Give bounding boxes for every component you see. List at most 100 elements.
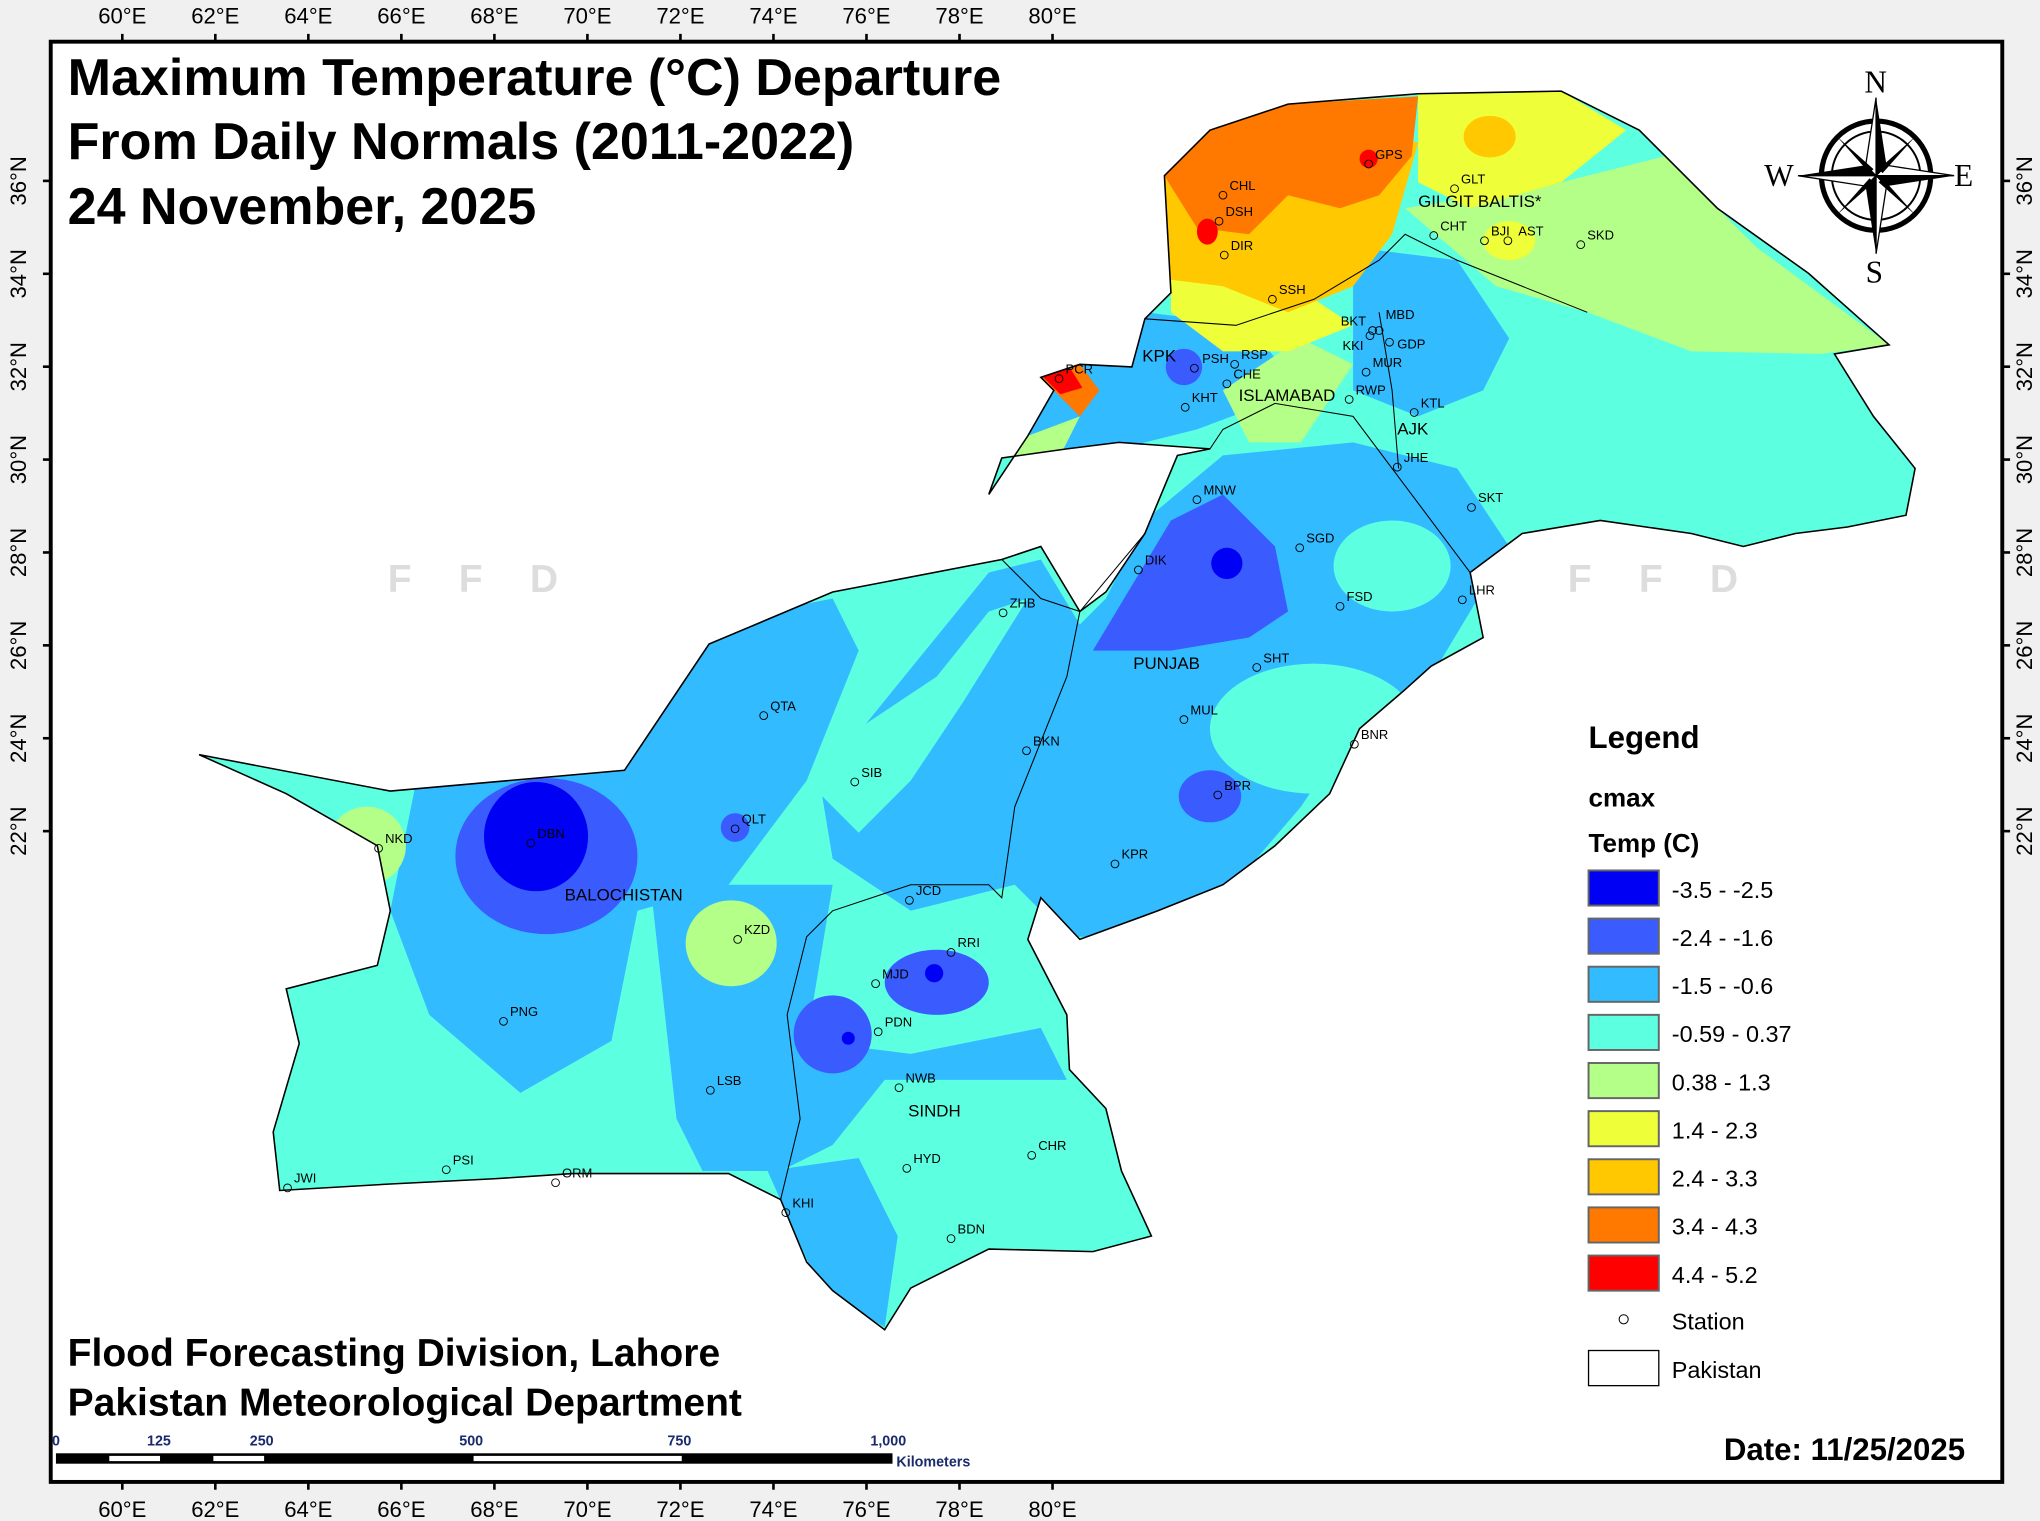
zone-medium-blue bbox=[720, 813, 750, 842]
station-label: RSP bbox=[1241, 347, 1268, 362]
compass-south: S bbox=[1866, 254, 1883, 289]
station-marker-icon bbox=[1350, 739, 1359, 749]
station-marker-icon bbox=[1576, 240, 1586, 250]
station-label: RRI bbox=[958, 935, 980, 950]
station-label: PNG bbox=[510, 1004, 538, 1019]
station-label: NKD bbox=[385, 831, 412, 846]
station-marker-icon bbox=[894, 1083, 904, 1093]
latitude-tick-label: 28°N bbox=[2012, 528, 2037, 577]
latitude-tick-label: 32°N bbox=[2012, 342, 2037, 391]
station-marker-icon bbox=[871, 979, 880, 988]
station-label: PDN bbox=[885, 1015, 912, 1030]
zone-light-blue bbox=[1353, 247, 1510, 417]
station-marker-icon bbox=[905, 896, 914, 905]
province-label: PUNJAB bbox=[1133, 654, 1200, 673]
station-label: LSB bbox=[717, 1073, 742, 1088]
latitude-tick-label: 24°N bbox=[6, 714, 31, 763]
longitude-tick-label: 78°E bbox=[935, 1497, 983, 1521]
station-label: PSH bbox=[1202, 351, 1229, 366]
station-symbol-icon bbox=[1618, 1314, 1629, 1325]
station-label: QTA bbox=[770, 698, 796, 713]
station-marker-icon bbox=[1027, 1151, 1037, 1160]
zone-red bbox=[1196, 218, 1218, 245]
longitude-tick-label: 64°E bbox=[284, 1497, 332, 1521]
station-label: BKT bbox=[1341, 313, 1366, 328]
province-label: SINDH bbox=[908, 1101, 961, 1120]
legend-class-label: 0.38 - 1.3 bbox=[1672, 1069, 1771, 1095]
zone-light-green bbox=[685, 900, 777, 987]
map-title-line-1: Maximum Temperature (°C) Departure bbox=[68, 49, 1002, 107]
watermark: F F D bbox=[388, 558, 577, 601]
station-marker-icon bbox=[1219, 250, 1229, 260]
station-label: GPS bbox=[1375, 147, 1403, 162]
longitude-tick-label: 62°E bbox=[191, 3, 239, 28]
station-label: MJD bbox=[882, 966, 909, 981]
station-label: KTL bbox=[1421, 395, 1445, 410]
legend-class-label: -1.5 - -0.6 bbox=[1672, 973, 1773, 999]
station-label: ORM bbox=[562, 1165, 592, 1180]
station-marker-icon bbox=[499, 1016, 508, 1026]
legend-class-label: -3.5 - -2.5 bbox=[1672, 877, 1773, 903]
station-label: AST bbox=[1518, 224, 1543, 239]
legend-swatch bbox=[1587, 1110, 1660, 1148]
station-marker-icon bbox=[1192, 495, 1202, 505]
station-marker-icon bbox=[1268, 294, 1277, 304]
latitude-tick-label: 34°N bbox=[6, 249, 31, 298]
station-marker-icon bbox=[946, 1234, 956, 1243]
station-label: BJI bbox=[1491, 224, 1510, 239]
station-label: GLT bbox=[1461, 171, 1485, 186]
zone-deep-blue bbox=[841, 1031, 855, 1045]
station-marker-icon bbox=[1230, 359, 1240, 369]
station-label: SSH bbox=[1279, 282, 1306, 297]
longitude-tick-label: 74°E bbox=[749, 1497, 797, 1521]
scale-unit: Kilometers bbox=[896, 1454, 970, 1470]
station-marker-icon bbox=[850, 777, 860, 787]
zone-medium-blue bbox=[884, 949, 989, 1015]
station-marker-icon bbox=[1189, 363, 1199, 373]
station-marker-icon bbox=[705, 1085, 715, 1095]
legend: Legend cmax Temp (C) -3.5 - -2.5 -2.4 - -… bbox=[1587, 720, 1792, 1387]
zone-deep-blue bbox=[1211, 547, 1243, 580]
longitude-tick-label: 60°E bbox=[98, 1497, 146, 1521]
station-marker-icon bbox=[873, 1027, 883, 1037]
scale-tick: 250 bbox=[250, 1433, 274, 1449]
station-marker-icon bbox=[374, 843, 383, 853]
scale-tick: 750 bbox=[667, 1433, 691, 1449]
station-label: SGD bbox=[1306, 531, 1334, 546]
watermark: F F D bbox=[1568, 558, 1757, 601]
legend-class-label: -2.4 - -1.6 bbox=[1672, 925, 1773, 951]
station-label: GDP bbox=[1397, 337, 1425, 352]
station-label: ZHB bbox=[1010, 596, 1036, 611]
legend-swatch bbox=[1587, 1158, 1660, 1196]
zone-medium-blue bbox=[1165, 348, 1203, 386]
zone-deep-blue bbox=[925, 964, 944, 983]
legend-swatch bbox=[1587, 1206, 1660, 1244]
legend-field: Temp (C) bbox=[1589, 828, 1700, 858]
province-label: KPK bbox=[1142, 347, 1177, 366]
station-label: FSD bbox=[1347, 589, 1373, 604]
longitude-tick-label: 66°E bbox=[377, 3, 425, 28]
credit-line-2: Pakistan Meteorological Department bbox=[68, 1382, 742, 1425]
longitude-tick-label: 78°E bbox=[935, 3, 983, 28]
station-label: MBD bbox=[1386, 307, 1415, 322]
station-label: SHT bbox=[1263, 650, 1289, 665]
station-marker-icon bbox=[1361, 367, 1371, 377]
station-label: DBN bbox=[537, 826, 564, 841]
station-marker-icon bbox=[1365, 331, 1375, 341]
station-marker-icon bbox=[1218, 190, 1228, 200]
station-label: PCR bbox=[1066, 361, 1093, 376]
province-label: GILGIT BALTIS* bbox=[1418, 192, 1542, 211]
station-marker-icon bbox=[441, 1165, 451, 1175]
boundary-symbol bbox=[1587, 1349, 1660, 1387]
station-marker-icon bbox=[998, 608, 1008, 618]
longitude-tick-label: 72°E bbox=[656, 3, 704, 28]
station-marker-icon bbox=[1344, 395, 1354, 404]
latitude-tick-label: 26°N bbox=[6, 621, 31, 670]
legend-class-label: 1.4 - 2.3 bbox=[1672, 1117, 1758, 1143]
legend-class-label: 3.4 - 4.3 bbox=[1672, 1214, 1758, 1240]
longitude-tick-label: 64°E bbox=[284, 3, 332, 28]
station-label: KHT bbox=[1192, 390, 1218, 405]
longitude-tick-label: 60°E bbox=[98, 3, 146, 28]
station-label: SKD bbox=[1587, 227, 1614, 242]
legend-class-label: 2.4 - 3.3 bbox=[1672, 1166, 1758, 1192]
